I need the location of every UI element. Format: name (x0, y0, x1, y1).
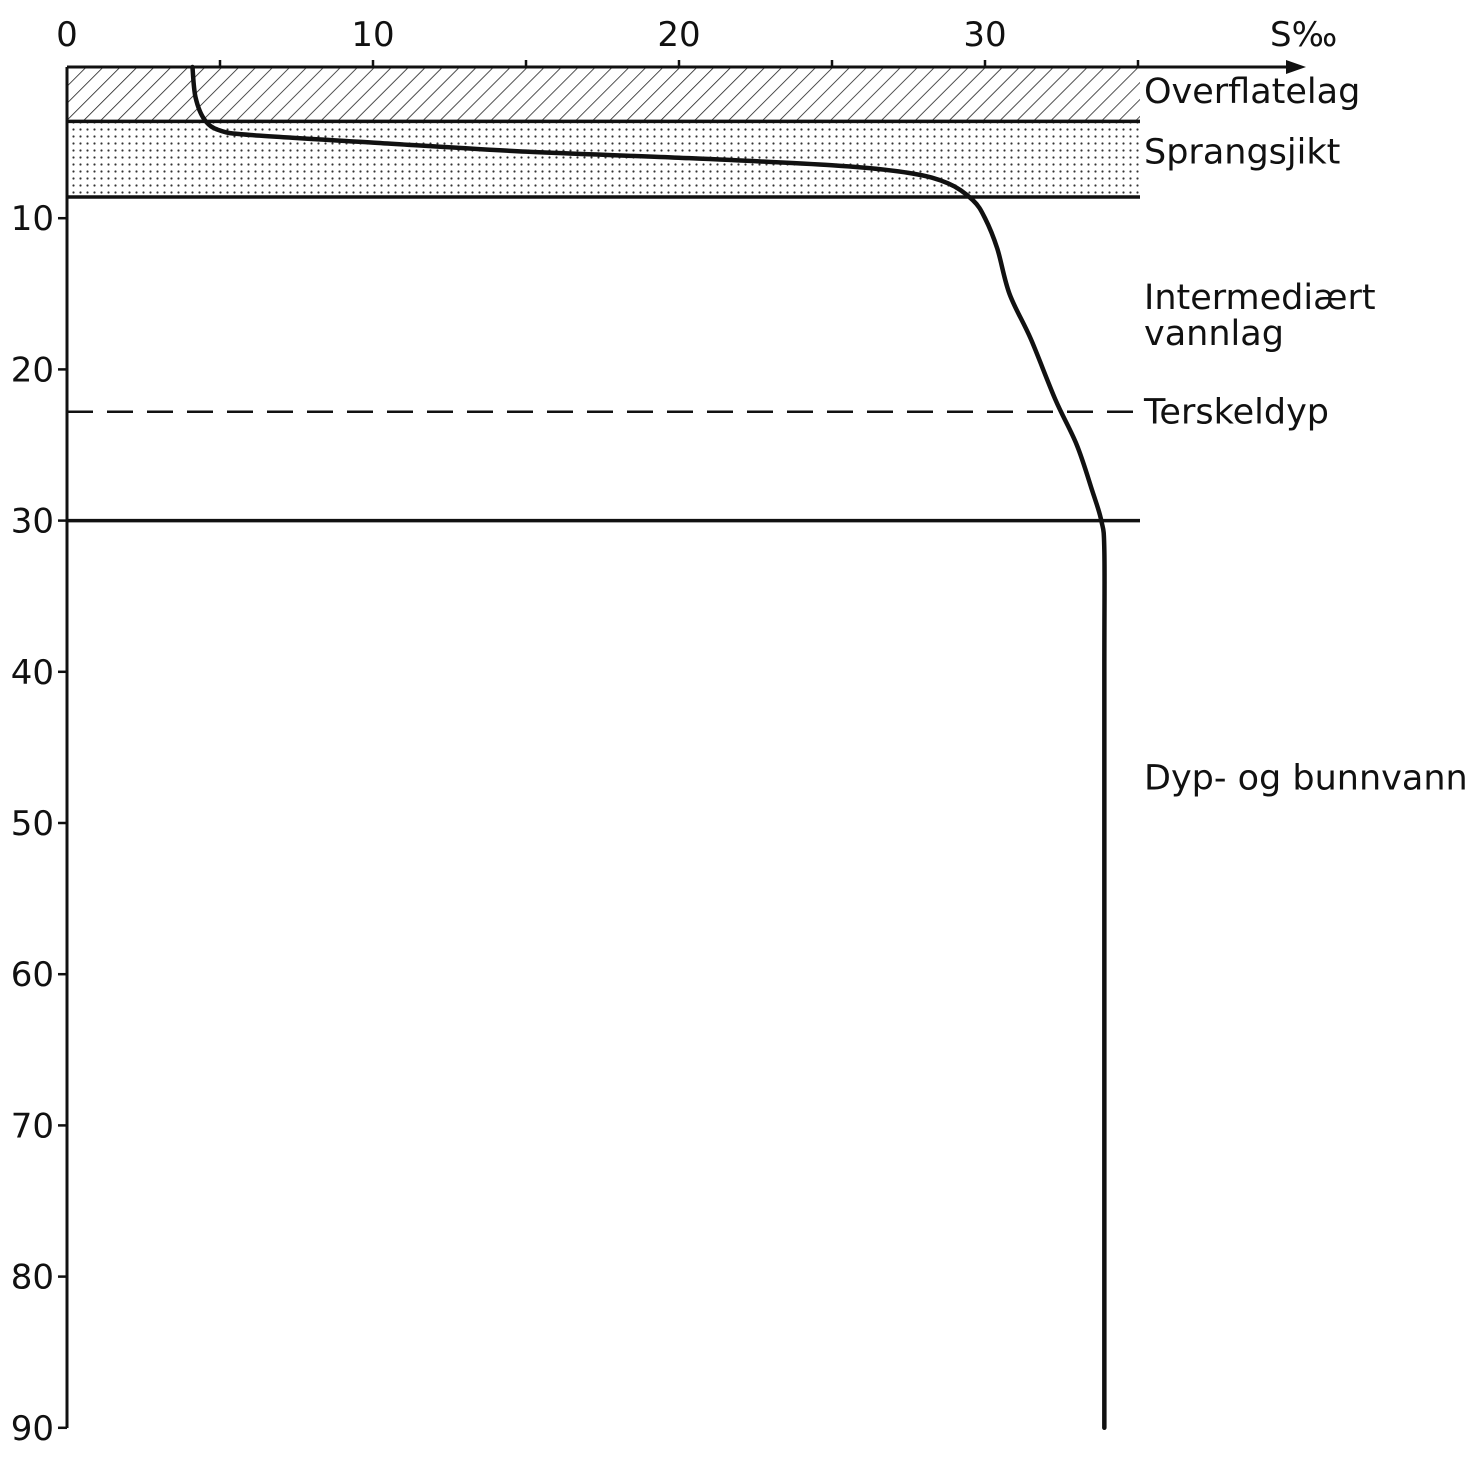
layer-label: vannlag (1144, 314, 1284, 354)
y-tick-label: 40 (11, 653, 54, 693)
x-tick-label: 20 (657, 15, 700, 55)
x-tick-label: 30 (963, 15, 1006, 55)
x-tick-label: 10 (351, 15, 394, 55)
y-tick-label: 60 (11, 955, 54, 995)
layer-label: Overflatelag (1144, 72, 1360, 112)
layer-label: Intermediært (1144, 278, 1376, 318)
x-tick-label: 0 (56, 15, 78, 55)
layer-fill-hatched (67, 67, 1140, 122)
y-tick-label: 20 (11, 350, 54, 390)
series-group (190, 64, 1107, 1431)
y-tick-label: 30 (11, 502, 54, 542)
y-axis-ticks: 10 20 30 40 50 60 70 80 90 (11, 199, 67, 1449)
x-axis-label: S‰ (1270, 15, 1337, 55)
layer-labels: Overflatelag Sprangsjikt Intermediærtvannl… (1143, 72, 1468, 798)
threshold-label: Terskeldyp (1143, 393, 1329, 433)
layer-boundaries (67, 119, 1140, 523)
x-axis-arrowhead (1286, 60, 1306, 74)
y-tick-label: 10 (11, 199, 54, 239)
layer-label: Dyp- og bunnvann (1144, 759, 1468, 799)
x-axis-ticks: 0 10 20 30 (56, 15, 1140, 67)
y-tick-label: 80 (11, 1258, 54, 1298)
salinity-profile-line (190, 64, 1107, 1431)
layer-label: Sprangsjikt (1144, 133, 1340, 173)
y-tick-label: 50 (11, 804, 54, 844)
y-tick-label: 70 (11, 1106, 54, 1146)
y-tick-label: 90 (11, 1409, 54, 1449)
